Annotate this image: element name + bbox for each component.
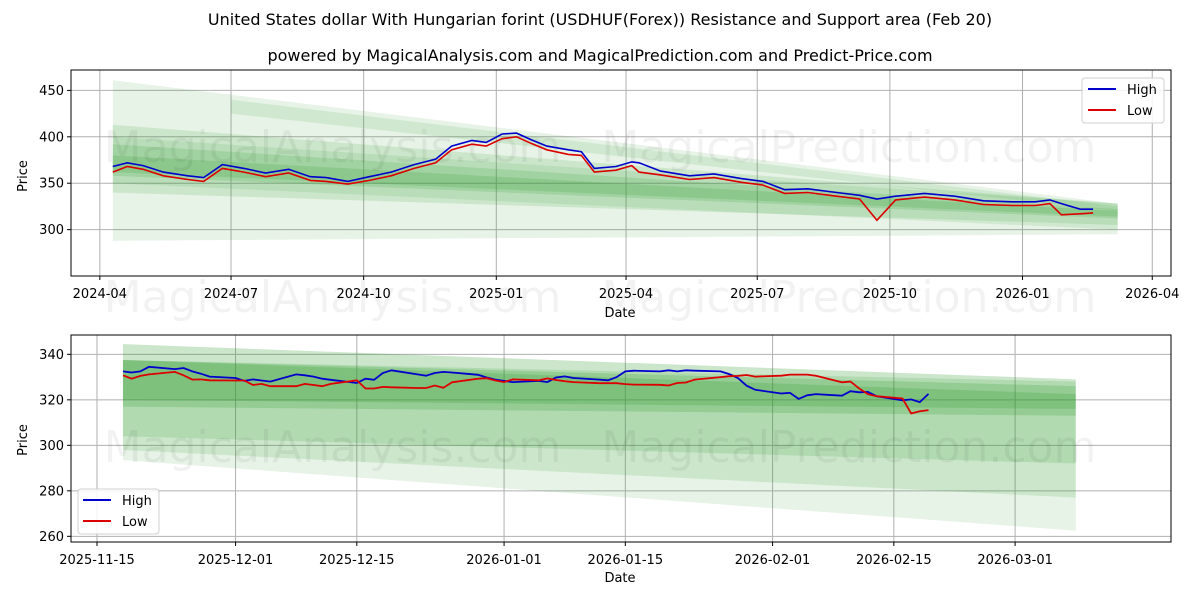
x-tick-label: 2025-04 (599, 287, 653, 302)
x-tick-label: 2024-10 (336, 287, 390, 302)
top-tick-labels: 300 350 400 450 2024-04 2024-07 2024-10 2025-01… (39, 84, 1179, 302)
top-high-line (112, 132, 1094, 210)
x-tick-label: 2026-01 (995, 287, 1049, 302)
bottom-axes-frame (70, 334, 1172, 543)
band-area (122, 360, 1076, 409)
x-tick-label: 2026-04 (1125, 287, 1179, 302)
band-area (112, 155, 1118, 217)
band-area (122, 344, 1076, 531)
x-tick-label: 2025-12-15 (319, 553, 395, 568)
top-low-line (112, 135, 1094, 222)
bottom-high-line (122, 365, 930, 404)
y-tick-label: 400 (39, 130, 64, 145)
x-tick-label: 2025-01 (469, 287, 523, 302)
y-tick-label: 260 (39, 530, 64, 545)
y-tick-label: 280 (39, 484, 64, 499)
watermark-bottom: MagicalAnalysis.com MagicalPrediction.com (104, 422, 1097, 473)
y-tick-label: 300 (39, 223, 64, 238)
top-axes-frame (70, 69, 1172, 277)
band-area (122, 360, 1076, 416)
x-tick-label: 2026-01-15 (588, 553, 664, 568)
top-legend: High Low (1081, 77, 1165, 124)
bottom-chart: MagicalAnalysis.com MagicalPrediction.com… (16, 334, 1172, 586)
x-tick-label: 2026-01-01 (466, 553, 542, 568)
legend-high-label: High (1127, 83, 1157, 98)
top-chart: MagicalAnalysis.com MagicalPrediction.com… (16, 69, 1179, 323)
x-tick-label: 2025-07 (730, 287, 784, 302)
band-area (231, 99, 1118, 212)
y-tick-label: 450 (39, 84, 64, 99)
bottom-y-axis-label: Price (16, 424, 31, 456)
bottom-tick-labels: 260 280 300 320 340 2025-11-15 2025-12-01 2025-… (39, 348, 1053, 568)
x-tick-label: 2025-12-01 (198, 553, 274, 568)
band-area (112, 144, 1118, 219)
x-tick-label: 2026-03-01 (977, 553, 1053, 568)
legend-high-label: High (122, 494, 152, 509)
band-area (112, 80, 1118, 241)
legend-low-label: Low (122, 515, 148, 530)
y-tick-label: 300 (39, 439, 64, 454)
y-tick-label: 350 (39, 177, 64, 192)
x-tick-label: 2024-04 (73, 287, 127, 302)
bottom-low-line (122, 370, 929, 415)
top-x-axis-label: Date (604, 306, 635, 321)
top-y-axis-label: Price (16, 160, 31, 192)
x-tick-label: 2024-07 (204, 287, 258, 302)
x-tick-label: 2025-11-15 (59, 553, 135, 568)
y-tick-label: 320 (39, 393, 64, 408)
chart-subtitle: powered by MagicalAnalysis.com and Magic… (267, 46, 933, 65)
bottom-legend: High Low (77, 488, 160, 535)
band-area (122, 344, 1076, 498)
band-area (112, 124, 1118, 225)
y-tick-label: 340 (39, 348, 64, 363)
watermark-top-1: MagicalAnalysis.com MagicalPrediction.com (104, 122, 1097, 173)
top-plot-area (71, 70, 1171, 276)
band-area (122, 360, 1076, 464)
top-gridlines (71, 70, 1171, 276)
chart-title: United States dollar With Hungarian fori… (207, 10, 993, 29)
legend-low-label: Low (1127, 104, 1153, 119)
bottom-support-resistance-bands (122, 344, 1076, 531)
x-tick-label: 2026-02-01 (735, 553, 811, 568)
bottom-x-axis-label: Date (604, 571, 635, 586)
x-tick-label: 2025-10 (863, 287, 917, 302)
watermark-top-2: MagicalAnalysis.com MagicalPrediction.com (104, 272, 1097, 323)
bottom-plot-area (71, 335, 1171, 542)
bottom-gridlines (71, 335, 1171, 542)
x-tick-label: 2026-02-15 (856, 553, 932, 568)
